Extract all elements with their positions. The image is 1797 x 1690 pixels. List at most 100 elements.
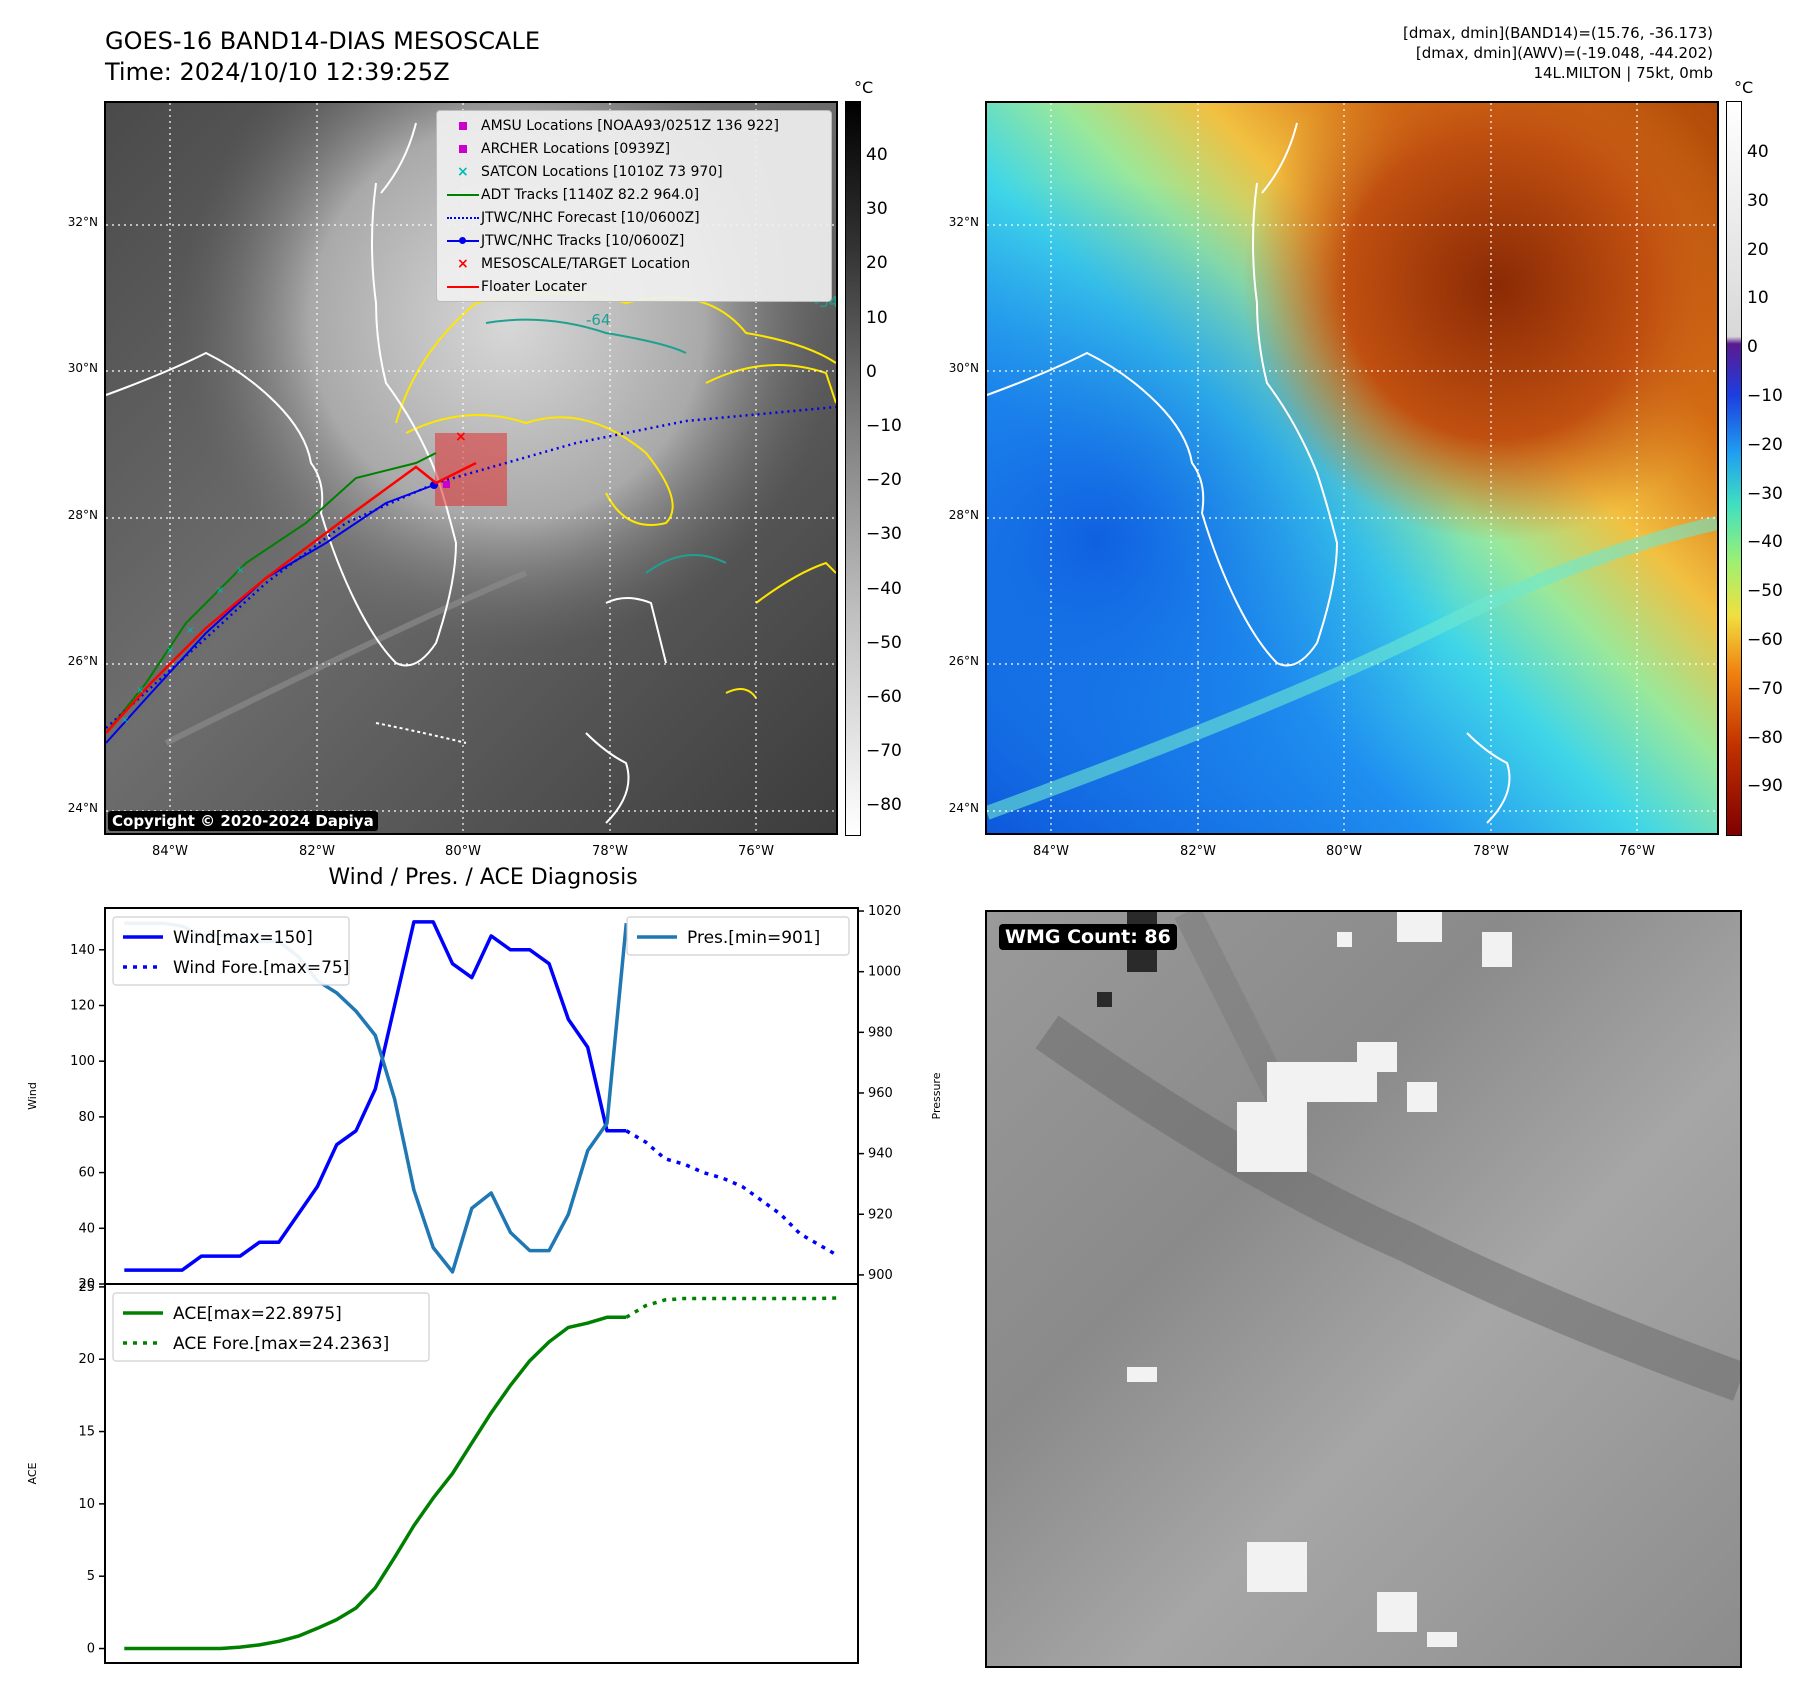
colorbar-tick-label: −50 xyxy=(1747,581,1783,602)
lat-tick-label: 32°N xyxy=(67,215,98,229)
left-map[interactable]: -64 -54 xyxy=(104,101,838,835)
colorbar-tick-label: −70 xyxy=(866,741,902,762)
wmg-panel[interactable]: WMG Count: 86 xyxy=(985,910,1742,1668)
svg-text:×: × xyxy=(216,585,224,596)
plot-frame xyxy=(104,1283,859,1664)
y-right-tick-label: 1020 xyxy=(868,904,901,919)
lat-tick-label: 28°N xyxy=(948,508,979,522)
colorbar-tick-label: −40 xyxy=(1747,532,1783,553)
lon-tick-label: 78°W xyxy=(1473,844,1509,859)
colorbar-tick-label: −30 xyxy=(866,524,902,545)
y-tick-label: 120 xyxy=(70,998,95,1013)
figure-time: Time: 2024/10/10 12:39:25Z xyxy=(105,58,450,86)
series-line xyxy=(124,920,627,1272)
series-line xyxy=(625,1296,839,1319)
coastline-florida xyxy=(106,182,458,667)
line-dot-icon xyxy=(445,230,481,252)
colorbar-tick-label: 0 xyxy=(1747,337,1758,358)
awv-band xyxy=(987,516,1717,820)
info-dmax-band14: [dmax, dmin](BAND14)=(15.76, -36.173) xyxy=(1402,24,1713,42)
left-colorbar xyxy=(845,101,861,836)
y-right-tick-label: 980 xyxy=(868,1025,893,1040)
colorbar-tick-label: −10 xyxy=(1747,386,1783,406)
x-marker-icon: × xyxy=(457,256,469,272)
right-map-image xyxy=(987,103,1717,833)
contour-teal xyxy=(485,318,687,354)
right-colorbar-unit: °C xyxy=(1734,78,1754,97)
lon-tick-label: 78°W xyxy=(592,844,628,859)
info-storm: 14L.MILTON | 75kt, 0mb xyxy=(1533,64,1713,82)
right-map[interactable] xyxy=(985,101,1719,835)
right-colorbar xyxy=(1726,101,1742,836)
lat-tick-label: 32°N xyxy=(948,215,979,229)
lon-tick-label: 84°W xyxy=(152,844,188,859)
series-line xyxy=(625,1129,840,1258)
coastline-bahamas xyxy=(1466,732,1511,824)
chart-legend-box xyxy=(626,916,850,956)
y-right-axis-label: Pressure xyxy=(930,1072,943,1119)
copyright-badge: Copyright © 2020-2024 Dapiya xyxy=(108,811,378,831)
y-axis-label: ACE xyxy=(26,1462,39,1484)
legend-label: Wind[max=150] xyxy=(173,928,313,948)
lat-tick-label: 26°N xyxy=(67,654,98,668)
left-map-legend: AMSU Locations [NOAA93/0251Z 136 922] AR… xyxy=(436,110,832,302)
y-right-tick-label: 960 xyxy=(868,1086,893,1101)
lat-tick-label: 28°N xyxy=(67,508,98,522)
colorbar-tick-label: 40 xyxy=(866,145,888,165)
archer-location xyxy=(443,481,450,488)
lon-tick-label: 82°W xyxy=(1180,844,1216,859)
legend-label: Wind Fore.[max=75] xyxy=(173,958,349,978)
legend-label: ACE Fore.[max=24.2363] xyxy=(173,1334,389,1354)
colorbar-tick-label: −50 xyxy=(866,632,902,653)
y-tick-label: 100 xyxy=(70,1054,95,1069)
colorbar-tick-label: 30 xyxy=(866,199,888,220)
lon-tick-label: 76°W xyxy=(738,844,774,859)
svg-text:×: × xyxy=(121,715,129,726)
chart-legend-box xyxy=(112,1292,430,1362)
chart-legend-box xyxy=(112,916,350,986)
contour-label: -64 xyxy=(586,311,611,329)
y-tick-label: 5 xyxy=(87,1569,95,1584)
legend-label: Pres.[min=901] xyxy=(687,928,820,948)
wmg-image xyxy=(987,912,1740,1666)
y-tick-label: 25 xyxy=(78,1280,95,1295)
y-tick-label: 15 xyxy=(78,1425,95,1440)
colorbar-tick-label: −90 xyxy=(1747,776,1783,797)
svg-text:×: × xyxy=(236,565,244,576)
wmg-bright-pixels xyxy=(1127,912,1512,1647)
y-right-tick-label: 940 xyxy=(868,1147,893,1162)
colorbar-tick-label: 40 xyxy=(1747,142,1769,162)
svg-text:×: × xyxy=(166,645,174,656)
wind-pressure-chart[interactable]: 20406080100120140Wind9009209409609801000… xyxy=(0,0,966,1690)
colorbar-tick-label: −30 xyxy=(1747,483,1783,504)
lat-tick-label: 26°N xyxy=(948,654,979,668)
series-line xyxy=(124,1315,627,1651)
wmg-dark-band xyxy=(1035,1015,1740,1401)
wmg-count-badge: WMG Count: 86 xyxy=(999,924,1177,950)
right-map-grid xyxy=(987,103,1717,833)
y-right-tick-label: 1000 xyxy=(868,965,901,980)
colorbar-tick-label: −20 xyxy=(1747,434,1783,455)
svg-text:×: × xyxy=(186,625,194,636)
square-marker-icon xyxy=(445,115,481,137)
y-tick-label: 10 xyxy=(78,1497,95,1512)
colorbar-tick-label: 10 xyxy=(866,307,888,328)
dotted-line-icon xyxy=(445,207,481,229)
chart-title: Wind / Pres. / ACE Diagnosis xyxy=(328,865,638,890)
colorbar-tick-label: 30 xyxy=(1747,190,1769,211)
floater-track xyxy=(106,461,477,734)
lon-tick-label: 84°W xyxy=(1033,844,1069,859)
contour-yellow xyxy=(405,414,674,526)
y-right-tick-label: 900 xyxy=(868,1268,893,1283)
y-axis-label: Wind xyxy=(26,1082,39,1110)
floater-box xyxy=(435,433,507,506)
info-dmax-awv: [dmax, dmin](AWV)=(-19.048, -44.202) xyxy=(1415,44,1713,62)
colorbar-tick-label: −10 xyxy=(866,416,902,436)
lat-tick-label: 30°N xyxy=(67,361,98,375)
adt-track xyxy=(106,452,437,734)
colorbar-tick-label: −80 xyxy=(1747,727,1783,748)
y-tick-label: 140 xyxy=(70,943,95,958)
awv-moist-core xyxy=(987,103,1717,833)
satcon-locations: × × × × × × xyxy=(121,565,244,726)
svg-text:×: × xyxy=(136,685,144,696)
